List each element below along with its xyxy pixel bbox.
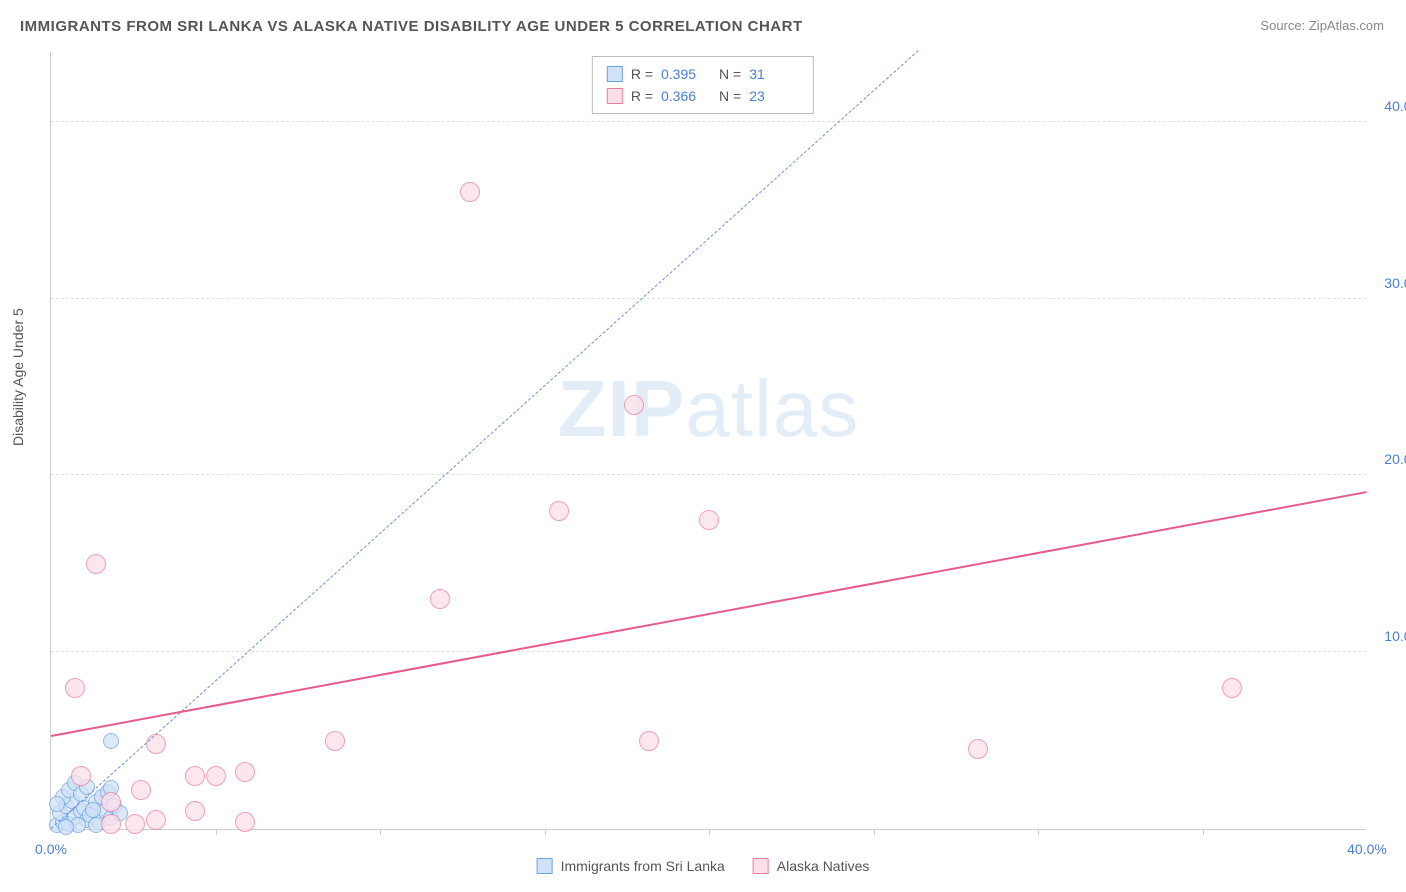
source-attribution: Source: ZipAtlas.com [1260,18,1384,33]
data-point [624,395,644,415]
data-point [146,810,166,830]
data-point [71,766,91,786]
legend-label: Immigrants from Sri Lanka [561,858,725,874]
scatter-plot-area: ZIPatlas 10.0%20.0%30.0%40.0%0.0%40.0% [50,52,1366,830]
x-tick [380,829,381,835]
legend-swatch [607,66,623,82]
data-point [1222,678,1242,698]
x-tick [709,829,710,835]
x-tick [545,829,546,835]
legend-stats: R = 0.395 N = 31 R = 0.366 N = 23 [592,56,814,114]
y-tick-label: 30.0% [1384,275,1406,291]
data-point [65,678,85,698]
data-point [101,814,121,834]
n-value: 23 [749,85,799,107]
r-value: 0.366 [661,85,711,107]
data-point [185,801,205,821]
x-tick [1038,829,1039,835]
data-point [968,739,988,759]
data-point [235,762,255,782]
source-label: Source: [1260,18,1305,33]
data-point [549,501,569,521]
watermark-bold: ZIP [558,364,685,453]
data-point [206,766,226,786]
legend-label: Alaska Natives [777,858,870,874]
legend-stat-row: R = 0.366 N = 23 [607,85,799,107]
legend-swatch [537,858,553,874]
watermark-light: atlas [685,364,859,453]
data-point [49,796,65,812]
n-value: 31 [749,63,799,85]
legend-series: Immigrants from Sri Lanka Alaska Natives [537,858,870,874]
x-tick-label: 40.0% [1347,841,1387,857]
legend-swatch [753,858,769,874]
legend-item: Immigrants from Sri Lanka [537,858,725,874]
legend-stat-row: R = 0.395 N = 31 [607,63,799,85]
legend-item: Alaska Natives [753,858,870,874]
data-point [699,510,719,530]
data-point [101,792,121,812]
data-point [86,554,106,574]
data-point [639,731,659,751]
n-label: N = [719,85,741,107]
watermark: ZIPatlas [558,363,859,455]
data-point [125,814,145,834]
data-point [460,182,480,202]
gridline [51,298,1366,299]
y-tick-label: 40.0% [1384,98,1406,114]
y-tick-label: 20.0% [1384,451,1406,467]
gridline [51,474,1366,475]
legend-swatch [607,88,623,104]
r-label: R = [631,63,653,85]
r-label: R = [631,85,653,107]
data-point [146,734,166,754]
r-value: 0.395 [661,63,711,85]
data-point [235,812,255,832]
y-axis-label: Disability Age Under 5 [10,308,26,446]
y-tick-label: 10.0% [1384,628,1406,644]
chart-title: IMMIGRANTS FROM SRI LANKA VS ALASKA NATI… [20,18,803,35]
data-point [58,819,74,835]
data-point [185,766,205,786]
data-point [131,780,151,800]
gridline [51,121,1366,122]
n-label: N = [719,63,741,85]
x-tick [874,829,875,835]
data-point [430,589,450,609]
x-tick [1203,829,1204,835]
x-tick [216,829,217,835]
x-tick-label: 0.0% [35,841,67,857]
source-name: ZipAtlas.com [1309,18,1384,33]
data-point [103,733,119,749]
data-point [325,731,345,751]
